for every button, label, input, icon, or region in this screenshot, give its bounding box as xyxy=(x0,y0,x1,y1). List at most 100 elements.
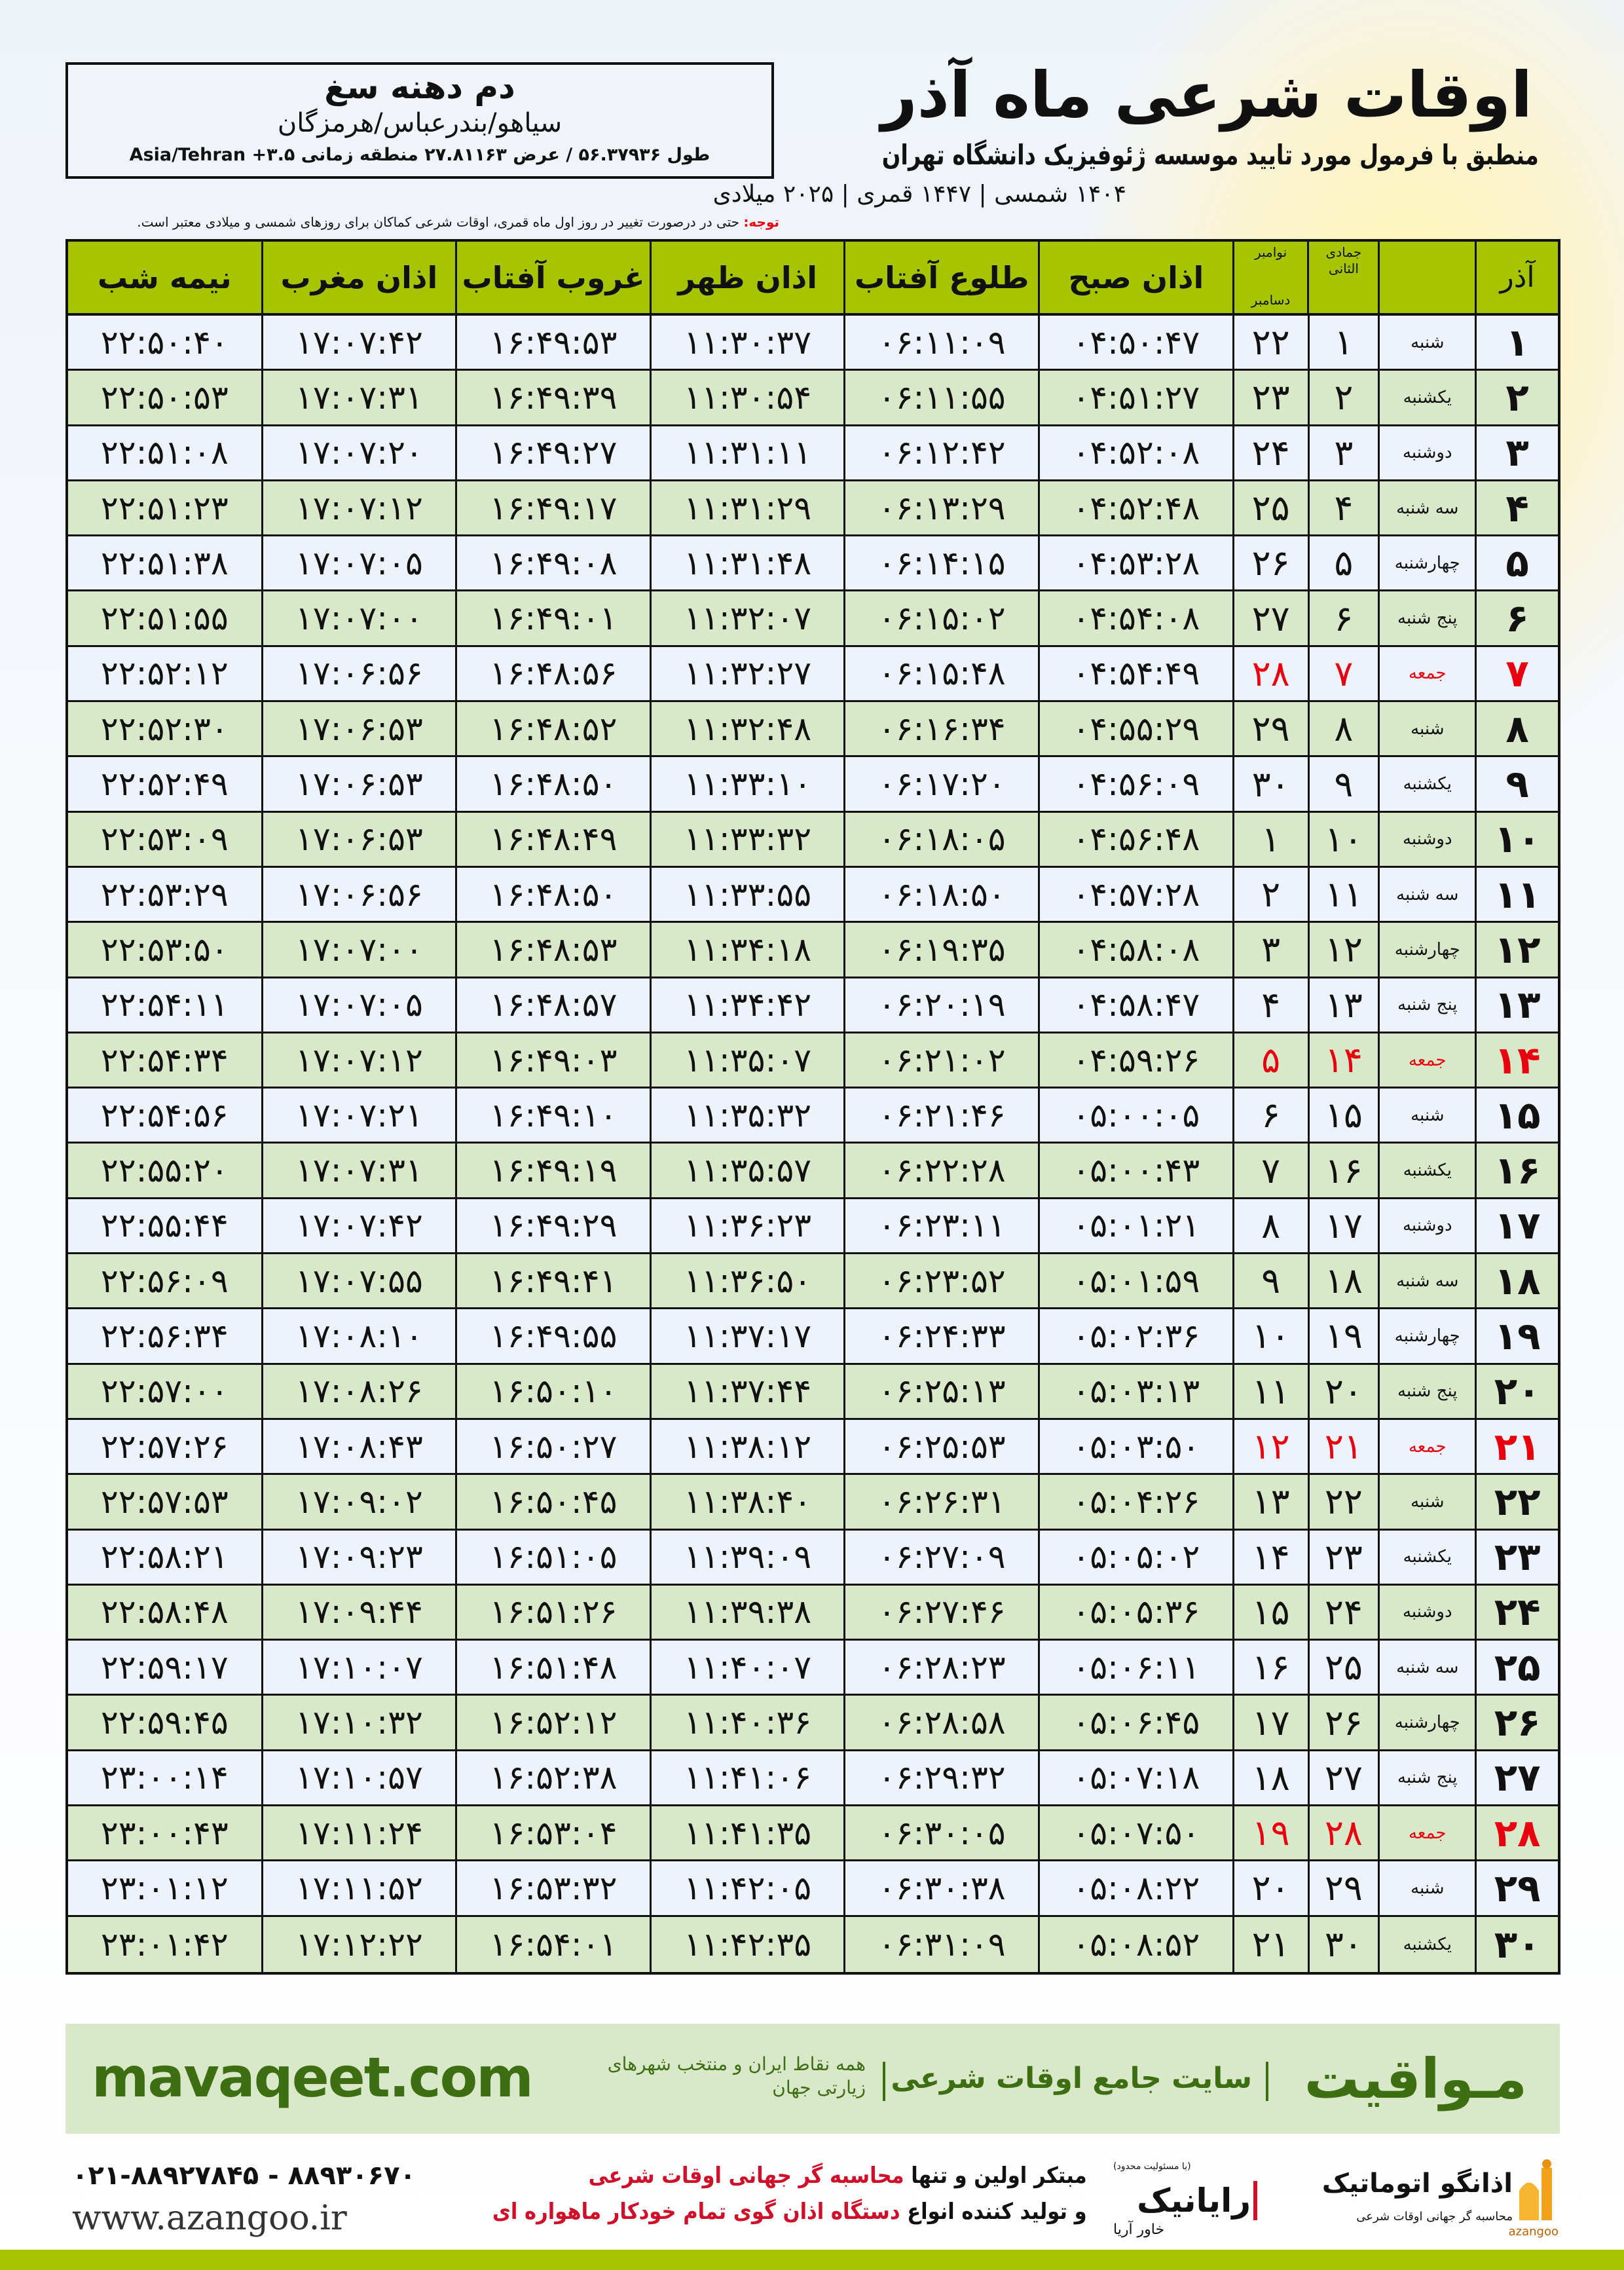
weekday: سه شنبه xyxy=(1378,481,1475,535)
fajr-time: ۰۵:۰۳:۵۰ xyxy=(1038,1419,1232,1474)
website-link[interactable]: www.azangoo.ir xyxy=(72,2199,347,2238)
fajr-time: ۰۴:۵۳:۲۸ xyxy=(1038,536,1232,590)
prayer-times-table: آذر جمادی الثانی نوامبر دسامبر اذان صبح ط… xyxy=(65,239,1560,1975)
gregorian-day: ۱۰ xyxy=(1232,1309,1308,1363)
hijri-day: ۱ xyxy=(1307,316,1378,369)
hijri-day: ۲۵ xyxy=(1307,1641,1378,1694)
table-row: ۱۳ پنج شنبه ۱۳ ۴ ۰۴:۵۸:۴۷ ۰۶:۲۰:۱۹ ۱۱:۳۴:۴۲ ۱۶:… xyxy=(68,978,1558,1033)
fajr-time: ۰۵:۰۱:۲۱ xyxy=(1038,1199,1232,1253)
dhuhr-time: ۱۱:۳۴:۱۸ xyxy=(649,923,844,977)
table-row: ۳ دوشنبه ۳ ۲۴ ۰۴:۵۲:۰۸ ۰۶:۱۲:۴۲ ۱۱:۳۱:۱۱ ۱۶:۴۹:… xyxy=(68,426,1558,481)
location-box: دم دهنه سغ سیاهو/بندرعباس/هرمزگان طول ۵۶… xyxy=(65,62,774,179)
fajr-time: ۰۵:۰۶:۴۵ xyxy=(1038,1696,1232,1749)
divider xyxy=(1266,2062,1268,2101)
table-row: ۲۳ یکشنبه ۲۳ ۱۴ ۰۵:۰۵:۰۲ ۰۶:۲۷:۰۹ ۱۱:۳۹:۰۹ ۱۶:۵… xyxy=(68,1530,1558,1586)
table-row: ۱ شنبه ۱ ۲۲ ۰۴:۵۰:۴۷ ۰۶:۱۱:۰۹ ۱۱:۳۰:۳۷ ۱۶:۴۹:۵۳… xyxy=(68,316,1558,371)
azar-day: ۲۱ xyxy=(1475,1419,1558,1474)
table-row: ۱۰ دوشنبه ۱۰ ۱ ۰۴:۵۶:۴۸ ۰۶:۱۸:۰۵ ۱۱:۳۳:۳۲ ۱۶:۴۸… xyxy=(68,812,1558,868)
fajr-time: ۰۵:۰۷:۵۰ xyxy=(1038,1806,1232,1860)
sunrise-time: ۰۶:۳۰:۰۵ xyxy=(843,1806,1038,1860)
maghrib-time: ۱۷:۰۸:۱۰ xyxy=(261,1309,456,1363)
sunset-time: ۱۶:۴۹:۵۳ xyxy=(455,316,650,369)
azar-day: ۹ xyxy=(1475,757,1558,811)
dhuhr-time: ۱۱:۳۲:۴۸ xyxy=(649,702,844,756)
dhuhr-time: ۱۱:۳۲:۰۷ xyxy=(649,591,844,645)
weekday: چهارشنبه xyxy=(1378,1696,1475,1749)
azangoo-latin: azangoo xyxy=(1508,2225,1559,2239)
gregorian-day: ۲۷ xyxy=(1232,591,1308,645)
fajr-time: ۰۴:۵۸:۰۸ xyxy=(1038,923,1232,977)
hijri-day: ۲۰ xyxy=(1307,1364,1378,1418)
gregorian-day: ۲۲ xyxy=(1232,316,1308,369)
maghrib-time: ۱۷:۱۰:۳۲ xyxy=(261,1696,456,1749)
azar-day: ۸ xyxy=(1475,702,1558,756)
gregorian-day: ۲۸ xyxy=(1232,646,1308,701)
maghrib-time: ۱۷:۰۷:۲۱ xyxy=(261,1088,456,1142)
maghrib-time: ۱۷:۰۷:۴۲ xyxy=(261,316,456,369)
gregorian-day: ۸ xyxy=(1232,1199,1308,1253)
fajr-time: ۰۴:۵۴:۴۹ xyxy=(1038,646,1232,701)
weekday: شنبه xyxy=(1378,1088,1475,1142)
weekday: جمعه xyxy=(1378,646,1475,701)
sunset-time: ۱۶:۴۸:۴۹ xyxy=(455,812,650,866)
dhuhr-time: ۱۱:۳۸:۴۰ xyxy=(649,1475,844,1529)
table-row: ۱۲ چهارشنبه ۱۲ ۳ ۰۴:۵۸:۰۸ ۰۶:۱۹:۳۵ ۱۱:۳۴:۱۸ ۱۶:… xyxy=(68,923,1558,978)
table-row: ۲۱ جمعه ۲۱ ۱۲ ۰۵:۰۳:۵۰ ۰۶:۲۵:۵۳ ۱۱:۳۸:۱۲ ۱۶:۵۰:… xyxy=(68,1419,1558,1476)
dhuhr-time: ۱۱:۳۱:۱۱ xyxy=(649,426,844,479)
weekday: شنبه xyxy=(1378,702,1475,756)
azar-day: ۱۴ xyxy=(1475,1033,1558,1087)
midnight-time: ۲۲:۵۰:۵۳ xyxy=(100,378,229,417)
azar-day: ۱۶ xyxy=(1475,1144,1558,1197)
weekday: سه شنبه xyxy=(1378,1641,1475,1694)
midnight-time: ۲۳:۰۰:۱۴ xyxy=(100,1758,229,1797)
hijri-day: ۱۹ xyxy=(1307,1309,1378,1363)
sunrise-time: ۰۶:۳۱:۰۹ xyxy=(843,1916,1038,1972)
weekday: چهارشنبه xyxy=(1378,923,1475,977)
fajr-time: ۰۴:۵۵:۲۹ xyxy=(1038,702,1232,756)
maghrib-time: ۱۷:۰۷:۰۰ xyxy=(261,923,456,977)
maghrib-time: ۱۷:۰۹:۲۳ xyxy=(261,1530,456,1584)
table-row: ۱۱ سه شنبه ۱۱ ۲ ۰۴:۵۷:۲۸ ۰۶:۱۸:۵۰ ۱۱:۳۳:۵۵ ۱۶:۴… xyxy=(68,867,1558,923)
azar-day: ۵ xyxy=(1475,536,1558,590)
azar-day: ۱۰ xyxy=(1475,812,1558,866)
gregorian-day: ۱۸ xyxy=(1232,1751,1308,1805)
midnight-time: ۲۲:۵۴:۱۱ xyxy=(100,986,229,1024)
hijri-day: ۱۶ xyxy=(1307,1144,1378,1197)
sunrise-time: ۰۶:۱۴:۱۵ xyxy=(843,536,1038,590)
hijri-day: ۱۰ xyxy=(1307,812,1378,866)
maghrib-time: ۱۷:۰۶:۵۳ xyxy=(261,757,456,811)
sunset-time: ۱۶:۴۹:۲۷ xyxy=(455,426,650,479)
col-hijri: جمادی الثانی xyxy=(1307,242,1378,313)
hijri-day: ۲۹ xyxy=(1307,1861,1378,1915)
sunset-time: ۱۶:۵۰:۱۰ xyxy=(455,1364,650,1418)
maghrib-time: ۱۷:۰۷:۳۱ xyxy=(261,1144,456,1197)
phone-numbers: ۰۲۱-۸۸۹۲۷۸۴۵ - ۸۸۹۳۰۶۷۰ xyxy=(72,2161,416,2191)
midnight-time: ۲۲:۵۲:۴۹ xyxy=(100,765,229,804)
fajr-time: ۰۵:۰۷:۱۸ xyxy=(1038,1751,1232,1805)
col-maghrib: اذان مغرب xyxy=(261,242,456,313)
midnight-time: ۲۲:۵۰:۴۰ xyxy=(100,323,229,362)
dhuhr-time: ۱۱:۳۳:۵۵ xyxy=(649,867,844,921)
table-row: ۲۷ پنج شنبه ۲۷ ۱۸ ۰۵:۰۷:۱۸ ۰۶:۲۹:۳۲ ۱۱:۴۱:۰۶ ۱۶… xyxy=(68,1751,1558,1807)
maghrib-time: ۱۷:۰۷:۱۲ xyxy=(261,1033,456,1087)
midnight-time: ۲۲:۵۸:۴۸ xyxy=(100,1593,229,1631)
azar-day: ۱۱ xyxy=(1475,867,1558,921)
col-greg-2: دسامبر xyxy=(1251,292,1291,308)
sunset-time: ۱۶:۴۹:۱۰ xyxy=(455,1088,650,1142)
dhuhr-time: ۱۱:۳۵:۳۲ xyxy=(649,1088,844,1142)
fajr-time: ۰۵:۰۰:۴۳ xyxy=(1038,1144,1232,1197)
maghrib-time: ۱۷:۰۹:۴۴ xyxy=(261,1585,456,1639)
sunset-time: ۱۶:۵۰:۴۵ xyxy=(455,1475,650,1529)
table-row: ۲۹ شنبه ۲۹ ۲۰ ۰۵:۰۸:۲۲ ۰۶:۳۰:۳۸ ۱۱:۴۲:۰۵ ۱۶:۵۳:… xyxy=(68,1861,1558,1917)
col-weekday xyxy=(1378,242,1475,313)
table-header: آذر جمادی الثانی نوامبر دسامبر اذان صبح ط… xyxy=(68,242,1558,316)
gregorian-day: ۲۰ xyxy=(1232,1861,1308,1915)
dhuhr-time: ۱۱:۳۰:۳۷ xyxy=(649,316,844,369)
hijri-day: ۱۷ xyxy=(1307,1199,1378,1253)
note-text: حتی در درصورت تغییر در روز اول ماه قمری،… xyxy=(137,214,744,230)
banner-url[interactable]: mavaqeet.com xyxy=(92,2045,534,2110)
dhuhr-time: ۱۱:۴۲:۳۵ xyxy=(649,1916,844,1972)
hijri-day: ۲۲ xyxy=(1307,1475,1378,1529)
midnight-time: ۲۲:۵۷:۰۰ xyxy=(100,1372,229,1411)
table-row: ۲۸ جمعه ۲۸ ۱۹ ۰۵:۰۷:۵۰ ۰۶:۳۰:۰۵ ۱۱:۴۱:۳۵ ۱۶:۵۳:… xyxy=(68,1806,1558,1862)
